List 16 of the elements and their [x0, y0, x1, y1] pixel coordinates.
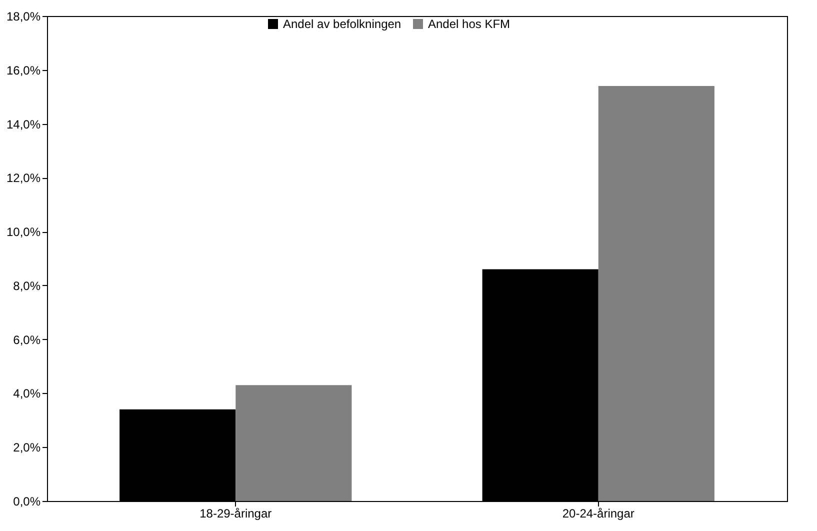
- x-tick-label: 18-29-åringar: [200, 506, 272, 520]
- y-tick-label: 12,0%: [6, 171, 41, 186]
- y-tick-label: 4,0%: [13, 386, 41, 401]
- y-tick-label: 10,0%: [6, 225, 41, 240]
- bar: [598, 86, 714, 501]
- y-tick-label: 16,0%: [6, 63, 41, 78]
- y-tick-label: 14,0%: [6, 117, 41, 132]
- bar: [236, 385, 352, 501]
- legend-label: Andel av befolkningen: [283, 17, 402, 31]
- x-tick-label: 20-24-åringar: [562, 506, 634, 520]
- y-tick-label: 2,0%: [13, 440, 41, 455]
- legend-label: Andel hos KFM: [428, 17, 510, 31]
- y-tick-label: 0,0%: [13, 494, 41, 508]
- y-tick-label: 18,0%: [6, 10, 41, 24]
- y-tick-label: 6,0%: [13, 332, 41, 347]
- y-tick-label: 8,0%: [13, 278, 41, 293]
